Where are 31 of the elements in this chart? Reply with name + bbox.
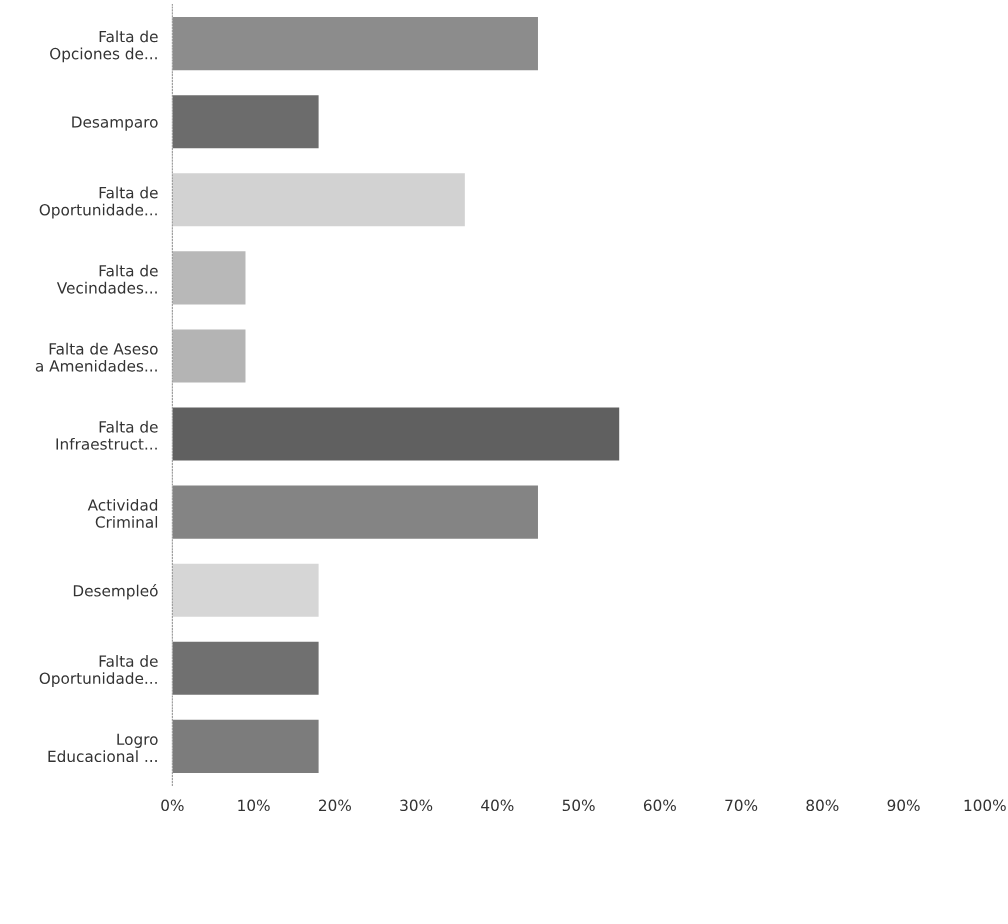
y-tick-label: Actividad Criminal: [87, 498, 158, 528]
bar: [172, 251, 246, 305]
bar: [172, 173, 465, 227]
x-tick-label: 60%: [643, 799, 676, 812]
bar: [172, 17, 538, 71]
y-tick-label: Desempleó: [73, 584, 158, 600]
x-tick-label: 90%: [887, 799, 920, 812]
y-tick-label: Falta de Opciones de...: [50, 30, 158, 63]
bar: [172, 563, 319, 617]
bar: [172, 641, 319, 695]
x-tick-label: 30%: [400, 799, 433, 812]
x-tick-label: 10%: [238, 799, 270, 812]
x-tick-label: 80%: [806, 799, 839, 812]
y-tick-label: Desamparo: [72, 116, 158, 131]
y-tick-label: Falta de Infraestruct...: [56, 420, 158, 450]
y-tick-label: Falta de Oportunidade...: [39, 655, 158, 687]
x-tick-label: 100%: [964, 799, 1006, 812]
bar: [172, 95, 319, 149]
x-tick-label: 40%: [481, 799, 514, 812]
bar: [172, 407, 620, 461]
bar: [172, 329, 246, 383]
y-tick-label: Falta de Vecindades...: [56, 264, 158, 294]
x-tick-label: 70%: [725, 799, 758, 812]
y-tick-label: Falta de Aseso a Amenidades...: [35, 342, 158, 372]
bar: [172, 719, 319, 773]
bar: [172, 485, 538, 539]
x-tick-label: 20%: [319, 799, 351, 812]
x-tick-label: 50%: [562, 799, 595, 812]
x-tick-label: 0%: [161, 799, 184, 812]
y-tick-label: Logro Educacional ...: [48, 733, 158, 763]
y-tick-label: Falta de Oportunidade...: [39, 186, 158, 219]
